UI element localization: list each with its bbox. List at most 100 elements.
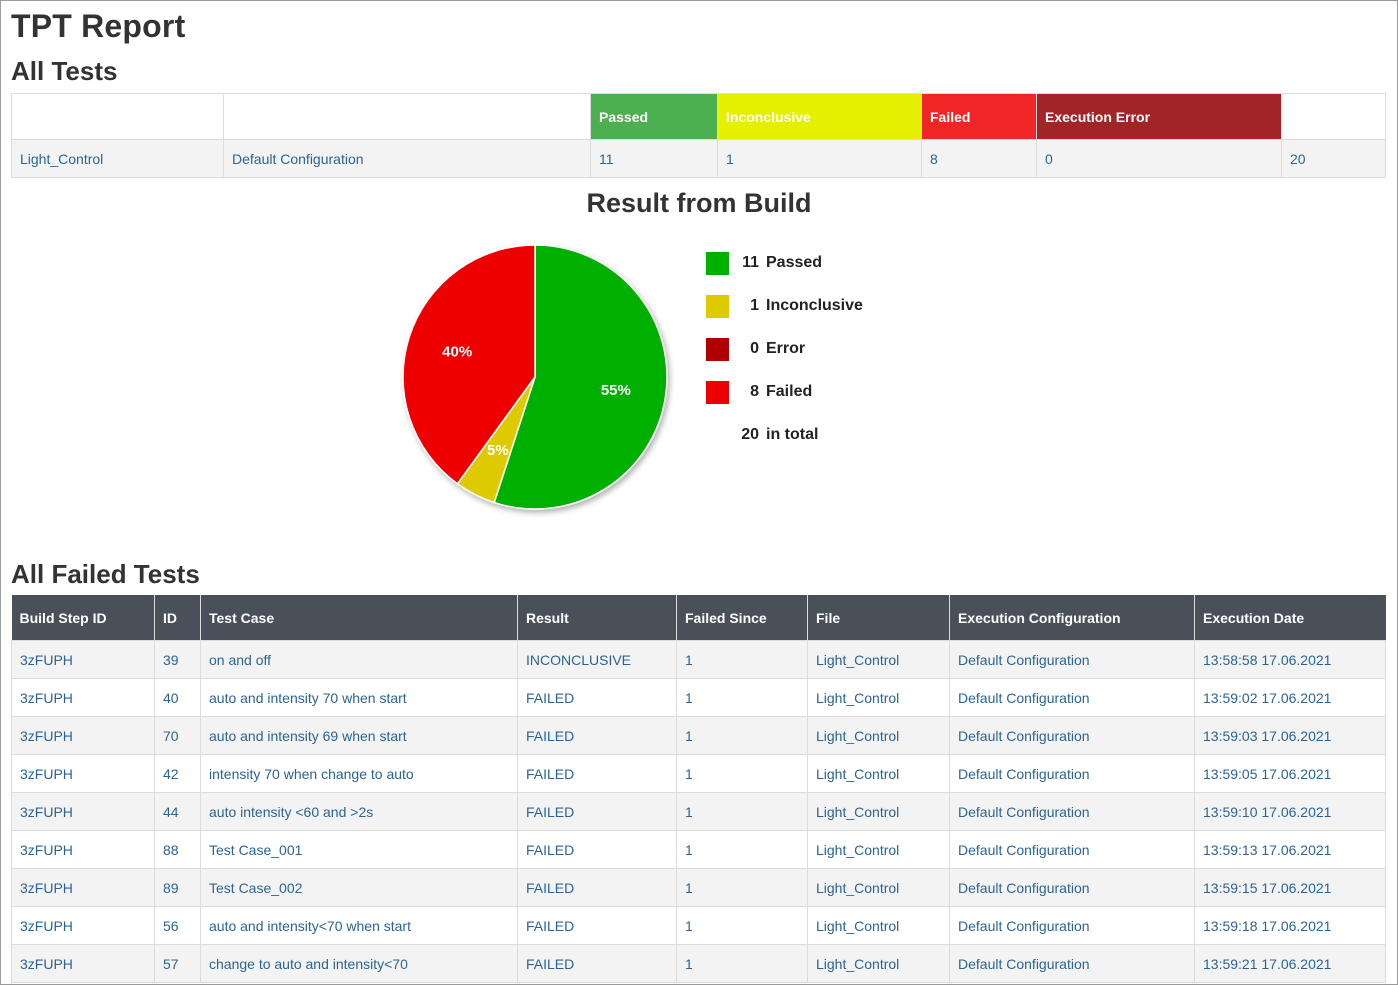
legend-label: Error: [766, 340, 806, 357]
result-link[interactable]: FAILED: [517, 754, 677, 793]
failed-since-link[interactable]: 1: [676, 754, 808, 793]
result-link[interactable]: INCONCLUSIVE: [517, 640, 677, 679]
table-row: 3zFUPH 42 intensity 70 when change to auto…: [11, 754, 1386, 793]
test-case-link[interactable]: on and off: [200, 640, 518, 679]
test-id-link[interactable]: 57: [154, 944, 201, 983]
build-step-id-link[interactable]: 3zFUPH: [11, 906, 155, 945]
execution-date-link[interactable]: 13:59:18 17.06.2021: [1194, 906, 1386, 945]
execution-config-link[interactable]: Default Configuration: [949, 678, 1195, 717]
file-link[interactable]: Light_Control: [807, 830, 950, 869]
build-step-id-link[interactable]: 3zFUPH: [11, 868, 155, 907]
build-step-id-link[interactable]: 3zFUPH: [11, 640, 155, 679]
all-tests-heading: All Tests: [11, 56, 118, 86]
build-step-id-link[interactable]: 3zFUPH: [11, 678, 155, 717]
execution-config-link[interactable]: Default Configuration: [949, 906, 1195, 945]
test-case-link[interactable]: Test Case_002: [200, 868, 518, 907]
execution-config-link[interactable]: Default Configuration: [949, 792, 1195, 831]
failed-since-link[interactable]: 1: [676, 830, 808, 869]
execution-date-link[interactable]: 13:59:13 17.06.2021: [1194, 830, 1386, 869]
file-link[interactable]: Light_Control: [807, 944, 950, 983]
build-step-id-link[interactable]: 3zFUPH: [11, 754, 155, 793]
test-id-link[interactable]: 88: [154, 830, 201, 869]
result-link[interactable]: FAILED: [517, 868, 677, 907]
summary-failed-count[interactable]: 8: [921, 139, 1037, 178]
summary-inconclusive-count[interactable]: 1: [717, 139, 922, 178]
summary-passed-count[interactable]: 11: [590, 139, 718, 178]
result-link[interactable]: FAILED: [517, 830, 677, 869]
file-link[interactable]: Light_Control: [807, 716, 950, 755]
execution-date-link[interactable]: 13:59:05 17.06.2021: [1194, 754, 1386, 793]
col-build-step-id[interactable]: Build Step ID: [11, 595, 155, 641]
execution-date-link[interactable]: 13:59:21 17.06.2021: [1194, 944, 1386, 983]
col-test-case[interactable]: Test Case: [200, 595, 518, 641]
file-link[interactable]: Light_Control: [807, 678, 950, 717]
failed-since-link[interactable]: 1: [676, 678, 808, 717]
test-case-link[interactable]: auto and intensity 69 when start: [200, 716, 518, 755]
test-case-link[interactable]: auto intensity <60 and >2s: [200, 792, 518, 831]
build-step-id-link[interactable]: 3zFUPH: [11, 716, 155, 755]
execution-config-link[interactable]: Default Configuration: [949, 754, 1195, 793]
result-link[interactable]: FAILED: [517, 792, 677, 831]
execution-date-link[interactable]: 13:59:02 17.06.2021: [1194, 678, 1386, 717]
execution-config-link[interactable]: Default Configuration: [949, 716, 1195, 755]
result-link[interactable]: FAILED: [517, 906, 677, 945]
result-link[interactable]: FAILED: [517, 716, 677, 755]
failed-since-link[interactable]: 1: [676, 944, 808, 983]
execution-date-link[interactable]: 13:59:03 17.06.2021: [1194, 716, 1386, 755]
summary-total-count[interactable]: 20: [1281, 139, 1386, 178]
legend-swatch: [706, 295, 729, 318]
file-link[interactable]: Light_Control: [807, 640, 950, 679]
summary-file-link[interactable]: Light_Control: [11, 139, 224, 178]
test-id-link[interactable]: 44: [154, 792, 201, 831]
table-row: 3zFUPH 57 change to auto and intensity<70 F…: [11, 944, 1386, 983]
build-step-id-link[interactable]: 3zFUPH: [11, 792, 155, 831]
execution-date-link[interactable]: 13:58:58 17.06.2021: [1194, 640, 1386, 679]
test-case-link[interactable]: auto and intensity<70 when start: [200, 906, 518, 945]
pie-slice-passed: [493, 244, 668, 510]
file-link[interactable]: Light_Control: [807, 868, 950, 907]
col-failed-since[interactable]: Failed Since: [676, 595, 808, 641]
failed-since-link[interactable]: 1: [676, 906, 808, 945]
test-case-link[interactable]: intensity 70 when change to auto: [200, 754, 518, 793]
test-id-link[interactable]: 40: [154, 678, 201, 717]
summary-header-execution-error: Execution Error: [1036, 93, 1282, 140]
test-case-link[interactable]: change to auto and intensity<70: [200, 944, 518, 983]
test-id-link[interactable]: 39: [154, 640, 201, 679]
build-step-id-link[interactable]: 3zFUPH: [11, 944, 155, 983]
legend-count: 0: [750, 340, 759, 357]
test-case-link[interactable]: auto and intensity 70 when start: [200, 678, 518, 717]
file-link[interactable]: Light_Control: [807, 792, 950, 831]
test-id-link[interactable]: 70: [154, 716, 201, 755]
build-step-id-link[interactable]: 3zFUPH: [11, 830, 155, 869]
failed-since-link[interactable]: 1: [676, 868, 808, 907]
failed-since-link[interactable]: 1: [676, 792, 808, 831]
test-id-link[interactable]: 56: [154, 906, 201, 945]
table-row: 3zFUPH 56 auto and intensity<70 when start…: [11, 906, 1386, 945]
result-link[interactable]: FAILED: [517, 678, 677, 717]
file-link[interactable]: Light_Control: [807, 754, 950, 793]
col-file[interactable]: File: [807, 595, 950, 641]
summary-header-failed: Failed: [921, 93, 1037, 140]
page-title: TPT Report: [11, 8, 186, 44]
execution-config-link[interactable]: Default Configuration: [949, 830, 1195, 869]
summary-error-count[interactable]: 0: [1036, 139, 1282, 178]
col-result[interactable]: Result: [517, 595, 677, 641]
col-execution-date[interactable]: Execution Date: [1194, 595, 1386, 641]
execution-date-link[interactable]: 13:59:15 17.06.2021: [1194, 868, 1386, 907]
test-id-link[interactable]: 42: [154, 754, 201, 793]
execution-config-link[interactable]: Default Configuration: [949, 944, 1195, 983]
summary-config-link[interactable]: Default Configuration: [223, 139, 591, 178]
result-link[interactable]: FAILED: [517, 944, 677, 983]
execution-config-link[interactable]: Default Configuration: [949, 640, 1195, 679]
failed-table-header: Build Step ID ID Test Case Result Failed…: [11, 595, 1386, 641]
failed-since-link[interactable]: 1: [676, 640, 808, 679]
legend-label: Inconclusive: [766, 297, 863, 314]
test-id-link[interactable]: 89: [154, 868, 201, 907]
file-link[interactable]: Light_Control: [807, 906, 950, 945]
failed-since-link[interactable]: 1: [676, 716, 808, 755]
execution-config-link[interactable]: Default Configuration: [949, 868, 1195, 907]
execution-date-link[interactable]: 13:59:10 17.06.2021: [1194, 792, 1386, 831]
col-id[interactable]: ID: [154, 595, 201, 641]
test-case-link[interactable]: Test Case_001: [200, 830, 518, 869]
col-execution-configuration[interactable]: Execution Configuration: [949, 595, 1195, 641]
